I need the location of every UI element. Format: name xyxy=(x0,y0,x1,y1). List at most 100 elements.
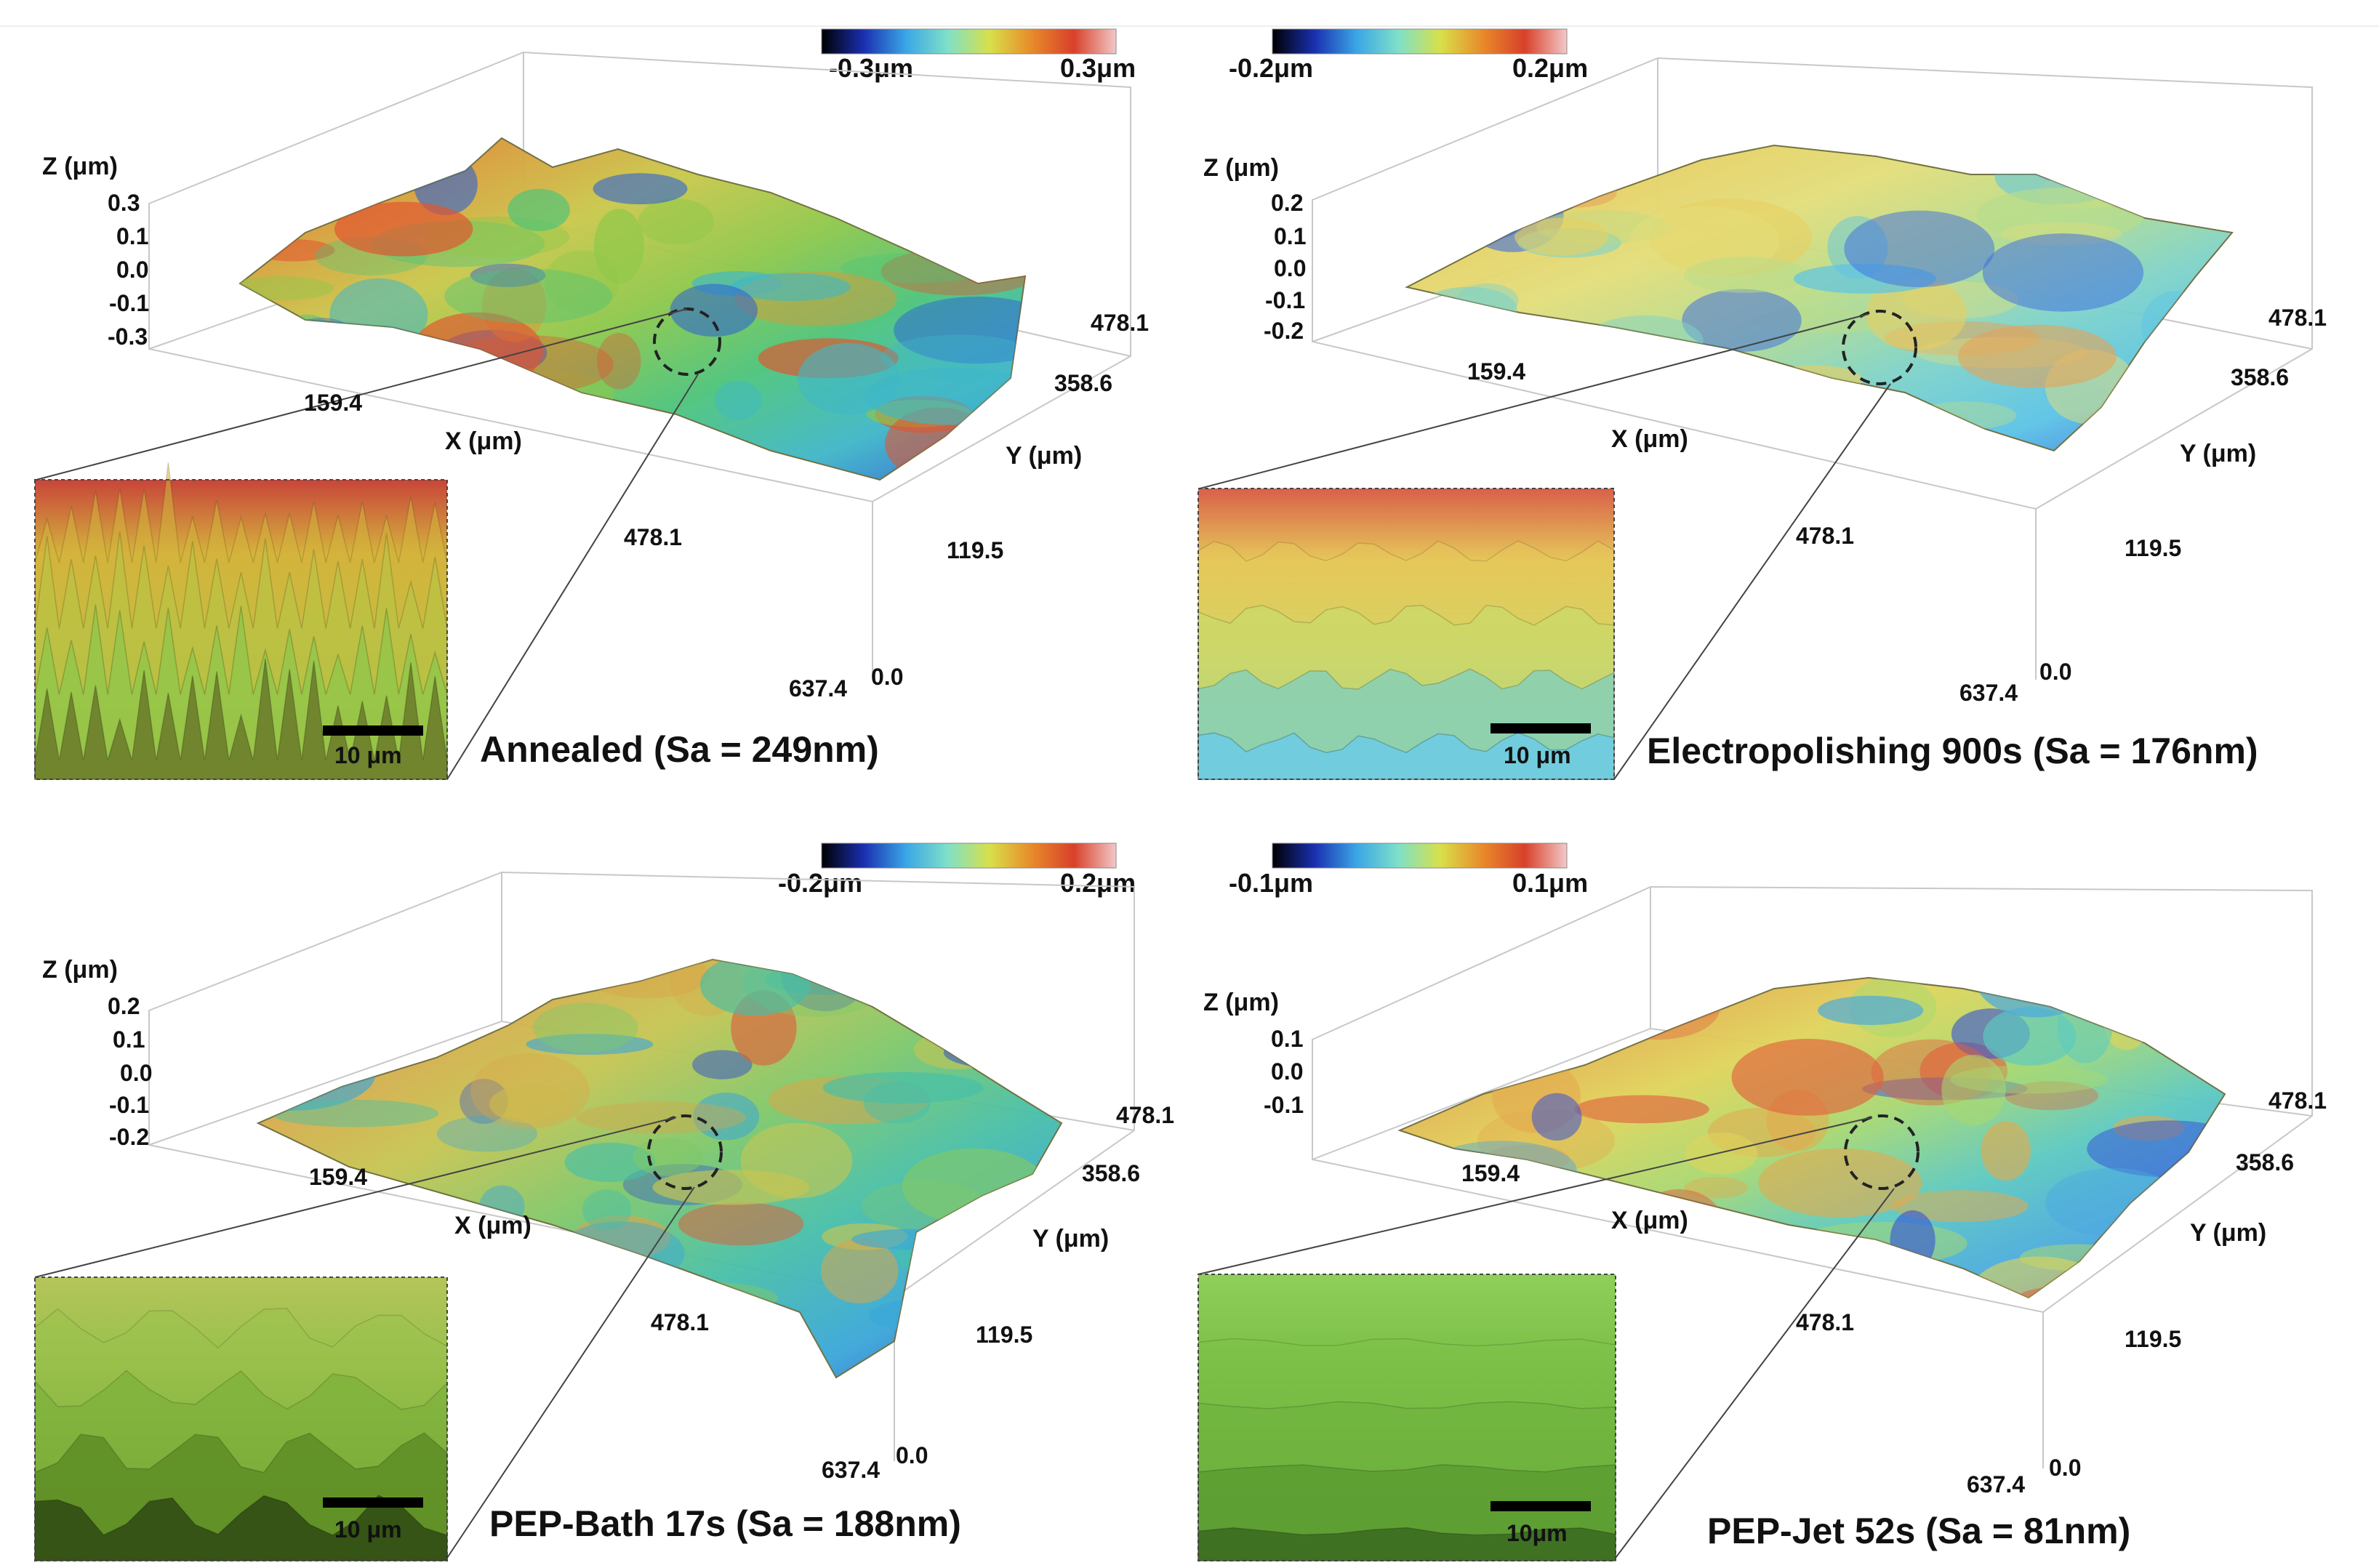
x-tick: 478.1 xyxy=(624,524,682,550)
colorbar: -0.2μm 0.2μm xyxy=(778,843,1136,898)
z-tick: 0.3 xyxy=(108,190,140,216)
colorbar-max-label: 0.3μm xyxy=(1060,53,1136,83)
z-tick: -0.3 xyxy=(108,323,148,350)
y-axis: 478.1 358.6 Y (μm) 119.5 0.0 xyxy=(871,310,1149,690)
z-tick: 0.0 xyxy=(116,257,148,283)
inset-zoom: 10 μm xyxy=(34,1276,448,1561)
z-tick: 0.2 xyxy=(108,993,140,1019)
panel-electropolishing: -0.2μm 0.2μm Z (μm) 0.2 0.1 0.0 -0.1 -0.… xyxy=(1197,28,2327,780)
colorbar-min-label: -0.1μm xyxy=(1229,868,1313,898)
y-axis: 478.1 358.6 Y (μm) 119.5 0.0 xyxy=(2049,1087,2327,1481)
y-axis: 478.1 358.6 Y (μm) 119.5 0.0 xyxy=(896,1102,1174,1468)
colorbar-max-label: 0.1μm xyxy=(1512,868,1588,898)
z-tick: -0.1 xyxy=(1265,287,1305,313)
z-axis-label: Z (μm) xyxy=(1203,989,1279,1016)
z-tick: -0.2 xyxy=(1264,318,1304,344)
y-tick: 358.6 xyxy=(1054,370,1112,396)
y-axis: 478.1 358.6 Y (μm) 119.5 0.0 xyxy=(2039,305,2327,685)
y-tick: 358.6 xyxy=(2236,1149,2294,1175)
inset-zoom: 10μm xyxy=(1197,1274,1616,1561)
z-tick: -0.1 xyxy=(109,1092,149,1118)
x-axis-label: X (μm) xyxy=(445,427,522,455)
zoom-leader-lines xyxy=(34,1117,695,1559)
z-axis: Z (μm) 0.2 0.1 0.0 -0.1 -0.2 xyxy=(1203,154,1306,344)
z-axis-label: Z (μm) xyxy=(42,956,118,984)
z-tick: -0.1 xyxy=(1264,1092,1304,1118)
y-tick: 0.0 xyxy=(2039,659,2071,685)
y-axis-label: Y (μm) xyxy=(1032,1225,1109,1253)
x-axis: 159.4 X (μm) 478.1 637.4 xyxy=(309,1164,880,1483)
y-tick: 478.1 xyxy=(1091,310,1149,336)
z-tick: 0.0 xyxy=(120,1060,152,1086)
x-axis-label: X (μm) xyxy=(1611,1207,1688,1234)
x-tick: 478.1 xyxy=(1796,523,1854,549)
scale-bar xyxy=(323,1497,423,1508)
x-tick: 159.4 xyxy=(1467,358,1525,385)
x-axis: 159.4 X (μm) 478.1 637.4 xyxy=(304,390,847,701)
y-tick: 119.5 xyxy=(947,537,1003,563)
x-axis: 159.4 X (μm) 478.1 637.4 xyxy=(1467,358,2018,706)
panel-annealed: -0.3μm 0.3μm Z (μm) 0.3 0.1 0.0 -0.1 -0.… xyxy=(34,28,1149,780)
x-tick: 159.4 xyxy=(309,1164,367,1190)
panel-title: PEP-Bath 17s (Sa = 188nm) xyxy=(489,1503,961,1544)
z-tick: 0.1 xyxy=(116,223,148,249)
x-axis: 159.4 X (μm) 478.1 637.4 xyxy=(1461,1160,2025,1497)
scale-bar-label: 10 μm xyxy=(334,1516,402,1543)
y-tick: 478.1 xyxy=(2268,1087,2327,1114)
x-tick: 637.4 xyxy=(789,675,847,701)
scale-bar xyxy=(1491,1501,1591,1511)
panel-title: Annealed (Sa = 249nm) xyxy=(480,729,879,770)
zoom-circle xyxy=(1842,310,1917,385)
z-axis-label: Z (μm) xyxy=(1203,154,1279,182)
y-axis-label: Y (μm) xyxy=(2180,440,2256,467)
z-tick: 0.0 xyxy=(1274,255,1306,281)
zoom-circle xyxy=(1844,1114,1919,1190)
y-tick: 358.6 xyxy=(1082,1160,1140,1186)
z-axis: Z (μm) 0.3 0.1 0.0 -0.1 -0.3 xyxy=(42,153,149,350)
x-tick: 637.4 xyxy=(822,1457,880,1483)
panel-title: PEP-Jet 52s (Sa = 81nm) xyxy=(1707,1511,2130,1551)
z-axis: Z (μm) 0.1 0.0 -0.1 xyxy=(1203,989,1304,1118)
x-tick: 478.1 xyxy=(651,1309,709,1335)
z-tick: 0.1 xyxy=(1271,1026,1303,1052)
x-tick: 637.4 xyxy=(1959,680,2018,706)
y-tick: 0.0 xyxy=(896,1442,928,1468)
scale-bar-label: 10 μm xyxy=(334,742,402,768)
y-tick: 358.6 xyxy=(2231,364,2289,390)
z-axis: Z (μm) 0.2 0.1 0.0 -0.1 -0.2 xyxy=(42,956,152,1150)
x-tick: 478.1 xyxy=(1796,1309,1854,1335)
inset-zoom: 10 μm xyxy=(34,462,448,780)
x-axis-label: X (μm) xyxy=(454,1212,531,1239)
z-tick: -0.1 xyxy=(109,290,149,316)
colorbar-max-label: 0.2μm xyxy=(1512,53,1588,83)
scale-bar xyxy=(1491,723,1591,733)
y-tick: 478.1 xyxy=(2268,305,2327,331)
panel-title: Electropolishing 900s (Sa = 176nm) xyxy=(1647,731,2258,771)
y-tick: 0.0 xyxy=(871,664,903,690)
z-tick: 0.2 xyxy=(1271,190,1303,216)
panel-pep-jet: -0.1μm 0.1μm Z (μm) 0.1 0.0 -0.1 159.4 X… xyxy=(1197,843,2327,1561)
y-tick: 0.0 xyxy=(2049,1455,2081,1481)
colorbar-min-label: -0.2μm xyxy=(778,868,862,898)
x-tick: 159.4 xyxy=(1461,1160,1520,1186)
x-tick: 637.4 xyxy=(1967,1471,2025,1497)
z-tick: 0.0 xyxy=(1271,1058,1303,1085)
z-tick: 0.1 xyxy=(1274,223,1306,249)
y-axis-label: Y (μm) xyxy=(2190,1219,2266,1247)
colorbar-min-label: -0.2μm xyxy=(1229,53,1313,83)
z-axis-label: Z (μm) xyxy=(42,153,118,180)
colorbar: -0.3μm 0.3μm xyxy=(821,28,1136,83)
y-tick: 119.5 xyxy=(2125,535,2181,561)
zoom-leader-lines xyxy=(1197,1117,1895,1559)
z-tick: 0.1 xyxy=(113,1026,145,1053)
y-tick: 478.1 xyxy=(1116,1102,1174,1128)
inset-zoom: 10 μm xyxy=(1197,488,1615,780)
zoom-circle xyxy=(647,1114,723,1190)
x-tick: 159.4 xyxy=(304,390,362,416)
y-tick: 119.5 xyxy=(2125,1326,2181,1352)
colorbar: -0.1μm 0.1μm xyxy=(1229,843,1588,898)
z-tick: -0.2 xyxy=(109,1124,149,1150)
zoom-leader-lines xyxy=(1199,313,1891,780)
y-axis-label: Y (μm) xyxy=(1006,442,1082,470)
